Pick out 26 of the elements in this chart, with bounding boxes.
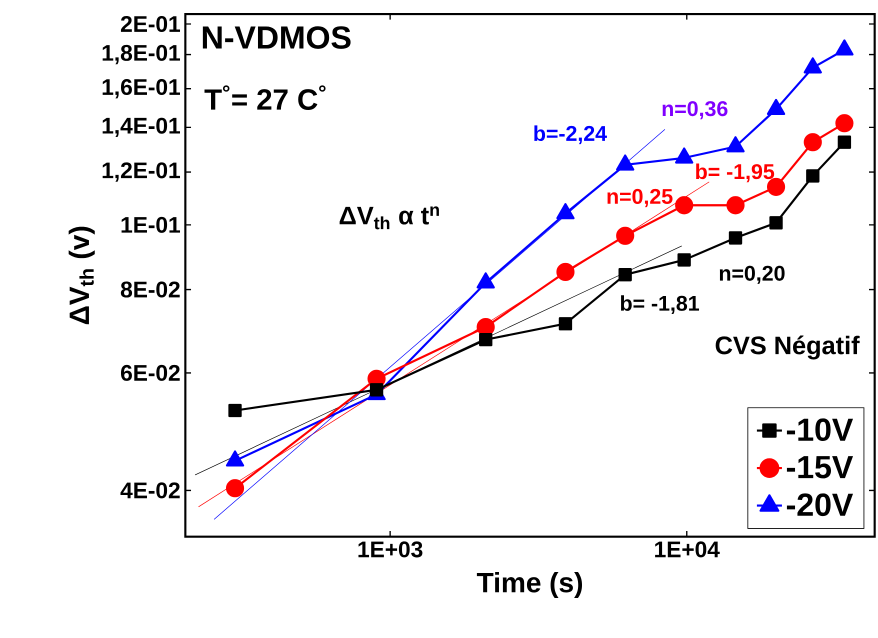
annotation: n=0,36	[662, 101, 728, 120]
y-tick-label: 1,8E-01	[102, 44, 180, 64]
y-tick-label: 8E-02	[120, 282, 180, 298]
annotation: b= -1,81	[620, 295, 700, 314]
y-tick-label: 1,6E-01	[102, 78, 180, 98]
annotation: N-VDMOS	[202, 26, 351, 49]
legend-title: CVS Négatif	[716, 336, 860, 360]
annotation: b=-2,24	[534, 125, 607, 144]
y-tick-label: 2E-01	[120, 16, 180, 32]
annotation: b= -1,95	[696, 164, 774, 182]
annotation: n=0,25	[608, 188, 673, 208]
y-axis-title: ΔV$_{th}$ (v)	[68, 226, 95, 324]
y-tick-label: 1,4E-01	[102, 118, 180, 138]
annotation: ΔV$_{th}$ α t$^{n}$	[340, 206, 439, 230]
annotation: T$^{°}$= 27 C$^{°}$	[204, 85, 326, 110]
x-axis-title: Time (s)	[476, 572, 582, 598]
annotation: n=0,20	[720, 266, 785, 284]
y-tick-label: 6E-02	[120, 364, 180, 381]
y-tick-label: 4E-02	[120, 482, 180, 498]
legend-label: -10V	[786, 418, 854, 442]
legend-label: -15V	[786, 456, 854, 478]
x-tick-label: 1E+04	[655, 541, 720, 558]
y-tick-label: 1E-01	[122, 216, 180, 233]
x-tick-label: 1E+03	[358, 541, 422, 558]
legend-label: -20V	[786, 493, 854, 516]
y-tick-label: 1,2E-01	[102, 162, 180, 182]
